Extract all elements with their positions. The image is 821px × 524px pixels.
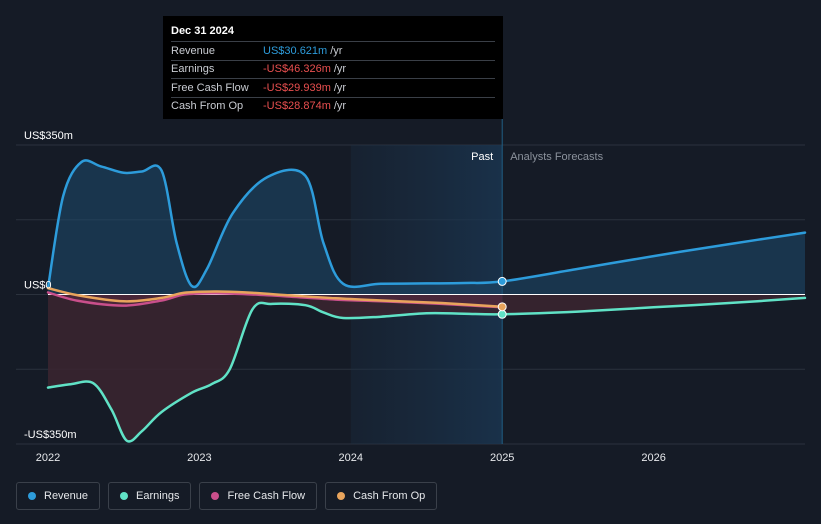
tooltip-row-label: Revenue xyxy=(171,44,216,57)
cash-from-op-marker[interactable] xyxy=(497,302,507,312)
past-label: Past xyxy=(471,151,493,163)
y-tick-label: US$0 xyxy=(24,280,52,292)
revenue-marker[interactable] xyxy=(497,276,507,286)
tooltip-row-value: -US$28.874m/yr xyxy=(263,100,346,112)
legend-revenue[interactable]: Revenue xyxy=(16,482,101,510)
tooltip: Dec 31 2024 Revenue US$30.621m/yr Earnings… xyxy=(163,16,503,119)
free-cash-flow-area xyxy=(48,292,503,308)
y-tick-label: -US$350m xyxy=(24,429,77,441)
tooltip-row-label: Free Cash Flow xyxy=(171,81,249,94)
tooltip-value-unit: /yr xyxy=(333,63,347,76)
tooltip-row: Revenue US$30.621m/yr xyxy=(171,41,495,60)
legend-label: Revenue xyxy=(44,490,89,502)
legend-cash-from-op[interactable]: Cash From Op xyxy=(325,482,438,510)
legend-dot-icon xyxy=(211,492,220,500)
tooltip-value-amount: -US$29.939m xyxy=(263,81,331,94)
revenue-line xyxy=(46,159,807,290)
x-tick-label: 2024 xyxy=(339,452,363,464)
tooltip-value-unit: /yr xyxy=(333,81,347,94)
x-tick-label: 2026 xyxy=(641,452,665,464)
x-tick-label: 2022 xyxy=(36,452,60,464)
legend-free-cash-flow[interactable]: Free Cash Flow xyxy=(199,482,318,510)
x-tick-label: 2023 xyxy=(187,452,211,464)
legend-earnings[interactable]: Earnings xyxy=(108,482,192,510)
tooltip-row-value: -US$29.939m/yr xyxy=(263,82,346,94)
tooltip-row: Free Cash Flow -US$29.939m/yr xyxy=(171,78,495,97)
cash-from-op-line xyxy=(46,286,504,309)
tooltip-row-label: Cash From Op xyxy=(171,100,244,113)
legend-dot-icon xyxy=(28,492,36,500)
tooltip-row-value: US$30.621m/yr xyxy=(263,45,342,57)
legend-label: Free Cash Flow xyxy=(227,490,306,502)
legend-label: Earnings xyxy=(136,490,180,502)
tooltip-value-unit: /yr xyxy=(330,44,343,57)
tooltip-row: Cash From Op -US$28.874m/yr xyxy=(171,96,495,116)
tooltip-row: Earnings -US$46.326m/yr xyxy=(171,59,495,79)
tooltip-value-amount: US$30.621m xyxy=(263,44,328,57)
tooltip-value-unit: /yr xyxy=(333,100,347,113)
earnings-line xyxy=(46,296,807,443)
tooltip-value-amount: -US$46.326m xyxy=(263,63,331,76)
x-tick-label: 2025 xyxy=(490,452,514,464)
revenue-area xyxy=(48,160,805,295)
tooltip-row-label: Earnings xyxy=(171,63,215,76)
legend: Revenue Earnings Free Cash Flow Cash From O… xyxy=(16,482,438,510)
tooltip-row-value: -US$46.326m/yr xyxy=(263,63,346,75)
y-tick-label: US$350m xyxy=(24,130,73,142)
forecast-label: Analysts Forecasts xyxy=(510,151,603,163)
earnings-marker[interactable] xyxy=(497,309,507,319)
legend-label: Cash From Op xyxy=(353,490,426,502)
tooltip-date: Dec 31 2024 xyxy=(171,25,234,37)
earnings-area xyxy=(48,294,805,442)
legend-dot-icon xyxy=(120,492,129,500)
tooltip-value-amount: -US$28.874m xyxy=(263,100,331,113)
legend-dot-icon xyxy=(337,492,346,500)
